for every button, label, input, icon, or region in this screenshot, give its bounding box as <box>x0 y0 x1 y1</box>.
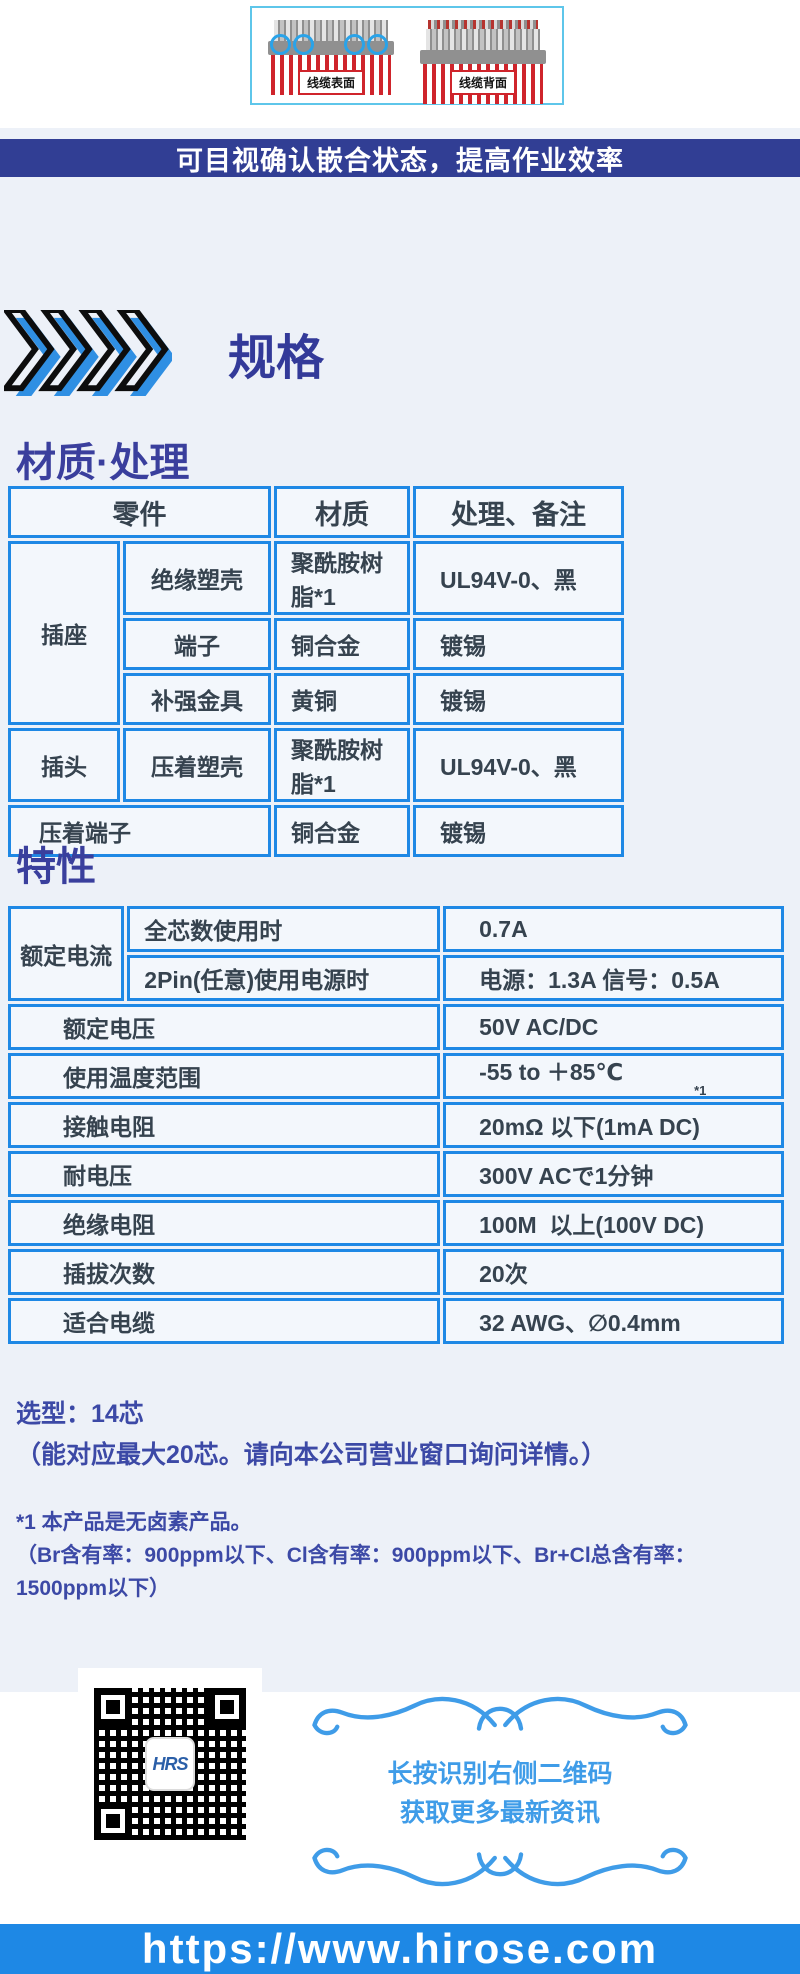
table-row: 适合电缆 32 AWG、∅0.4mm <box>8 1298 784 1344</box>
selection-line2: （能对应最大20芯。请向本公司营业窗口询问详情。） <box>16 1441 607 1469</box>
spec-label-cell: 使用温度范围 <box>8 1053 441 1099</box>
spec-section-header: 规格 <box>4 310 324 396</box>
value-cell: 300V ACで1分钟 <box>443 1151 784 1197</box>
condition-cell: 2Pin(任意)使用电源时 <box>127 955 441 1001</box>
flourish-top-icon <box>312 1696 688 1736</box>
material-cell: 聚酰胺树脂*1 <box>274 728 410 802</box>
table-row: 耐电压 300V ACで1分钟 <box>8 1151 784 1197</box>
hero-section: 线缆表面 线缆背面 <box>0 0 800 128</box>
treatment-cell: 镀锡 <box>413 618 624 670</box>
temperature-value: -55 to ＋85℃ <box>479 1059 624 1085</box>
material-cell: 铜合金 <box>274 618 410 670</box>
qr-finder-icon <box>94 1802 132 1840</box>
value-cell: 50V AC/DC <box>443 1004 784 1050</box>
rated-current-label: 额定电流 <box>8 906 125 1001</box>
qr-caption-line2: 获取更多最新资讯 <box>399 1799 600 1827</box>
highlight-circle-icon <box>270 34 291 55</box>
cable-back-label: 线缆背面 <box>449 70 517 95</box>
table-row: 2Pin(任意)使用电源时 电源：1.3A 信号：0.5A <box>8 955 784 1001</box>
connector-photo-frame: 线缆表面 线缆背面 <box>250 6 564 105</box>
part-cell: 端子 <box>123 618 271 670</box>
material-cell: 铜合金 <box>274 805 410 857</box>
value-cell: 20mΩ 以下(1mA DC) <box>443 1102 784 1148</box>
header-treatment: 处理、备注 <box>413 486 624 538</box>
footnote-marker: *1 <box>694 1083 707 1098</box>
connector-back-view: 线缆背面 <box>420 20 546 104</box>
table-row: 补强金具 黄铜 镀锡 <box>8 673 624 725</box>
treatment-cell: 镀锡 <box>413 673 624 725</box>
spec-label-cell: 接触电阻 <box>8 1102 441 1148</box>
qr-caption-block: 长按识别右侧二维码 获取更多最新资讯 <box>290 1690 710 1898</box>
table-row: 使用温度范围 -55 to ＋85℃ *1 <box>8 1053 784 1099</box>
banner-text: 可目视确认嵌合状态，提高作业效率 <box>176 145 624 176</box>
cable-front-label: 线缆表面 <box>297 70 365 95</box>
footer-bar: https://www.hirose.com <box>0 1924 800 1974</box>
connector-pins <box>426 29 540 50</box>
table-row: 额定电压 50V AC/DC <box>8 1004 784 1050</box>
value-cell: 电源：1.3A 信号：0.5A <box>443 955 784 1001</box>
selection-note: 选型：14芯 （能对应最大20芯。请向本公司营业窗口询问详情。） <box>16 1394 606 1476</box>
table-row: 插座 绝缘塑壳 聚酰胺树脂*1 UL94V-0、黑 <box>8 541 624 725</box>
table-row: 插头 压着塑壳 聚酰胺树脂*1 UL94V-0、黑 <box>8 728 624 802</box>
qr-caption-line1: 长按识别右侧二维码 <box>387 1760 613 1788</box>
hrs-logo: HRS <box>145 1737 195 1791</box>
value-cell: -55 to ＋85℃ *1 <box>443 1053 784 1099</box>
page-title: 规格 <box>228 332 325 385</box>
materials-table: 零件 材质 处理、备注 插座 绝缘塑壳 聚酰胺树脂*1 UL94V-0、黑 端子… <box>5 483 627 860</box>
spec-label-cell: 耐电压 <box>8 1151 441 1197</box>
table-row: 绝缘电阻 100M 以上(100V DC) <box>8 1200 784 1246</box>
qr-finder-icon <box>208 1688 246 1726</box>
spec-label-cell: 插拔次数 <box>8 1249 441 1295</box>
treatment-cell: UL94V-0、黑 <box>413 728 624 802</box>
header-part: 零件 <box>8 486 271 538</box>
part-cell: 压着端子 <box>8 805 271 857</box>
table-row: 插拔次数 20次 <box>8 1249 784 1295</box>
flourish-bottom-icon <box>312 1847 688 1887</box>
condition-cell: 全芯数使用时 <box>127 906 441 952</box>
table-row: 端子 铜合金 镀锡 <box>8 618 624 670</box>
spec-label-cell: 额定电压 <box>8 1004 441 1050</box>
spec-label-cell: 绝缘电阻 <box>8 1200 441 1246</box>
characteristics-heading: 特性 <box>16 845 96 889</box>
treatment-cell: UL94V-0、黑 <box>413 541 624 615</box>
selection-line1: 选型：14芯 <box>16 1400 144 1428</box>
part-cell: 补强金具 <box>123 673 271 725</box>
material-cell: 聚酰胺树脂*1 <box>274 541 410 615</box>
value-cell: 20次 <box>443 1249 784 1295</box>
table-row: 压着端子 铜合金 镀锡 <box>8 805 624 857</box>
part-cell: 压着塑壳 <box>123 728 271 802</box>
material-cell: 黄铜 <box>274 673 410 725</box>
website-link[interactable]: https://www.hirose.com <box>141 1925 659 1972</box>
feature-banner: 可目视确认嵌合状态，提高作业效率 <box>0 139 800 177</box>
highlight-circle-icon <box>367 34 388 55</box>
qr-caption: 长按识别右侧二维码 获取更多最新资讯 <box>290 1755 710 1833</box>
chevron-arrows-icon <box>4 310 172 396</box>
header-material: 材质 <box>274 486 410 538</box>
qr-finder-icon <box>94 1688 132 1726</box>
table-row: 接触电阻 20mΩ 以下(1mA DC) <box>8 1102 784 1148</box>
materials-heading: 材质·处理 <box>16 441 190 485</box>
table-header-row: 零件 材质 处理、备注 <box>8 486 624 538</box>
highlight-circle-icon <box>293 34 314 55</box>
qr-code[interactable]: HRS <box>94 1688 246 1840</box>
characteristics-table: 额定电流 全芯数使用时 0.7A 2Pin(任意)使用电源时 电源：1.3A 信… <box>5 903 787 1347</box>
qr-code-container: HRS <box>78 1668 262 1860</box>
halogen-footnote: *1 本产品是无卤素产品。 （Br含有率：900ppm以下、Cl含有率：900p… <box>16 1506 772 1605</box>
footnote-line1: *1 本产品是无卤素产品。 <box>16 1511 252 1534</box>
connector-body <box>420 50 546 64</box>
value-cell: 100M 以上(100V DC) <box>443 1200 784 1246</box>
part-cell: 绝缘塑壳 <box>123 541 271 615</box>
connector-front-view: 线缆表面 <box>268 20 394 104</box>
crimp-contacts <box>428 20 538 29</box>
table-row: 额定电流 全芯数使用时 0.7A <box>8 906 784 1001</box>
spec-label-cell: 适合电缆 <box>8 1298 441 1344</box>
value-cell: 0.7A <box>443 906 784 952</box>
part-group-cell: 插座 <box>8 541 120 725</box>
footnote-line2: （Br含有率：900ppm以下、Cl含有率：900ppm以下、Br+Cl总含有率… <box>16 1544 696 1600</box>
part-group-cell: 插头 <box>8 728 120 802</box>
highlight-circle-icon <box>344 34 365 55</box>
value-cell: 32 AWG、∅0.4mm <box>443 1298 784 1344</box>
treatment-cell: 镀锡 <box>413 805 624 857</box>
